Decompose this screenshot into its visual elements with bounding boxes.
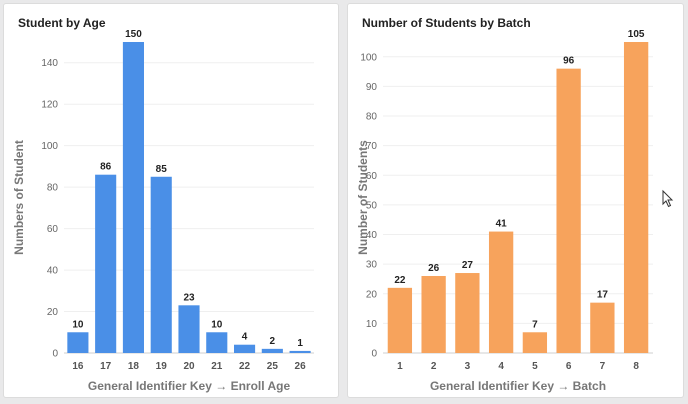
bar[interactable] bbox=[387, 287, 413, 353]
x-tick-label: 22 bbox=[239, 361, 251, 372]
data-label: 10 bbox=[211, 319, 223, 330]
data-label: 7 bbox=[532, 319, 538, 330]
x-tick-label: 8 bbox=[633, 361, 639, 372]
bar[interactable] bbox=[234, 344, 256, 353]
data-label: 2 bbox=[270, 336, 276, 347]
data-label: 85 bbox=[156, 164, 168, 175]
mouse-cursor-icon bbox=[662, 189, 674, 208]
x-tick-label: 26 bbox=[295, 361, 307, 372]
data-label: 86 bbox=[100, 162, 112, 173]
bar[interactable] bbox=[289, 350, 311, 353]
y-axis-title: Number of Students bbox=[356, 140, 370, 255]
bar[interactable] bbox=[67, 332, 89, 353]
students-by-batch-chart: 0 10 20 30 40 50 60 70 80 90 100 22 1 26 2 27 3 41 4 7 5 96 6 1… bbox=[356, 29, 653, 393]
chart-card-student-by-age: Student by Age 0 20 40 60 80 100 120 140 10 16 86 1… bbox=[3, 3, 339, 398]
y-tick-label: 90 bbox=[366, 82, 378, 93]
x-tick-label: 3 bbox=[465, 361, 471, 372]
x-axis-title: General Identifier Key → Enroll Age bbox=[88, 379, 291, 393]
y-tick-label: 50 bbox=[366, 200, 378, 211]
bar[interactable] bbox=[455, 273, 480, 353]
x-tick-label: 6 bbox=[566, 361, 572, 372]
data-label: 17 bbox=[597, 290, 609, 301]
bar[interactable] bbox=[488, 231, 514, 353]
y-tick-label: 80 bbox=[366, 112, 378, 123]
y-tick-label: 10 bbox=[366, 319, 378, 330]
x-tick-label: 20 bbox=[183, 361, 195, 372]
data-label: 26 bbox=[428, 263, 440, 274]
bar[interactable] bbox=[590, 302, 615, 353]
x-tick-label: 18 bbox=[128, 361, 140, 372]
bar[interactable] bbox=[122, 42, 144, 353]
bar[interactable] bbox=[206, 332, 228, 353]
data-label: 96 bbox=[563, 56, 575, 67]
y-tick-label: 100 bbox=[41, 141, 58, 152]
x-tick-label: 1 bbox=[397, 361, 403, 372]
chart-title: Student by Age bbox=[18, 16, 106, 30]
x-tick-label: 5 bbox=[532, 361, 538, 372]
data-label: 22 bbox=[394, 275, 406, 286]
y-tick-label: 20 bbox=[366, 289, 378, 300]
data-label: 150 bbox=[125, 29, 142, 40]
x-tick-label: 25 bbox=[267, 361, 279, 372]
x-tick-label: 19 bbox=[156, 361, 168, 372]
bar[interactable] bbox=[178, 305, 200, 353]
chart-title: Number of Students by Batch bbox=[362, 16, 531, 30]
y-tick-label: 40 bbox=[366, 230, 378, 241]
x-tick-label: 4 bbox=[498, 361, 504, 372]
y-tick-label: 40 bbox=[47, 266, 59, 277]
y-tick-label: 60 bbox=[47, 224, 59, 235]
y-tick-label: 0 bbox=[52, 349, 58, 360]
y-tick-label: 70 bbox=[366, 141, 378, 152]
data-label: 27 bbox=[462, 260, 474, 271]
data-label: 10 bbox=[72, 319, 84, 330]
bar[interactable] bbox=[261, 348, 283, 353]
bar[interactable] bbox=[522, 332, 548, 353]
bar[interactable] bbox=[95, 174, 117, 353]
bar[interactable] bbox=[623, 42, 649, 353]
data-label: 1 bbox=[297, 338, 303, 349]
y-tick-label: 20 bbox=[47, 307, 59, 318]
x-tick-label: 16 bbox=[72, 361, 84, 372]
data-label: 23 bbox=[183, 292, 195, 303]
x-tick-label: 2 bbox=[431, 361, 437, 372]
y-axis-title: Numbers of Student bbox=[12, 140, 26, 255]
data-label: 41 bbox=[496, 219, 508, 230]
bar[interactable] bbox=[556, 68, 581, 354]
y-tick-label: 140 bbox=[41, 58, 58, 69]
x-tick-label: 7 bbox=[600, 361, 606, 372]
y-tick-label: 0 bbox=[371, 349, 377, 360]
y-tick-label: 80 bbox=[47, 183, 59, 194]
chart-card-students-by-batch: Number of Students by Batch 0 10 20 30 40 50 6… bbox=[347, 3, 684, 398]
x-tick-label: 17 bbox=[100, 361, 112, 372]
student-by-age-chart: 0 20 40 60 80 100 120 140 10 16 86 17 150 18 85 19 23 20 1… bbox=[12, 29, 314, 393]
data-label: 4 bbox=[242, 332, 248, 343]
x-tick-label: 21 bbox=[211, 361, 223, 372]
x-axis-title: General Identifier Key → Batch bbox=[430, 379, 606, 393]
y-tick-label: 30 bbox=[366, 260, 378, 271]
y-tick-label: 60 bbox=[366, 171, 378, 182]
y-tick-label: 100 bbox=[360, 52, 377, 63]
bar[interactable] bbox=[150, 176, 172, 353]
data-label: 105 bbox=[628, 29, 645, 40]
bar[interactable] bbox=[421, 275, 446, 353]
y-tick-label: 120 bbox=[41, 100, 58, 111]
